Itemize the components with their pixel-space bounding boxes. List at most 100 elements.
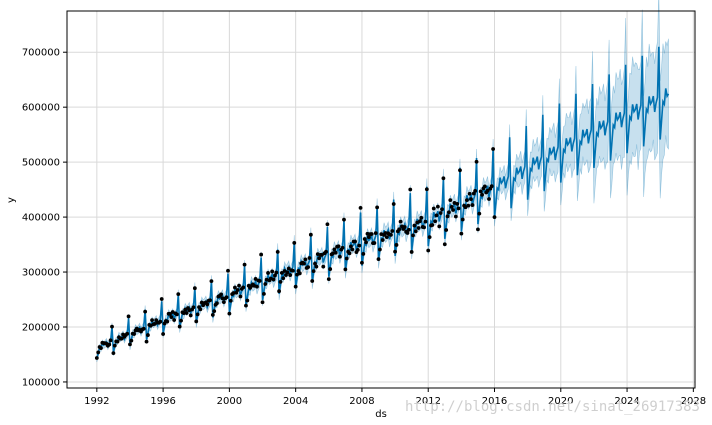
observed-point <box>469 197 473 202</box>
y-tick-label: 100000 <box>22 377 60 388</box>
observed-point <box>324 249 328 254</box>
observed-point <box>317 256 322 261</box>
observed-point <box>119 336 124 341</box>
observed-point <box>325 222 330 227</box>
x-tick-label: 2016 <box>482 396 507 407</box>
observed-point <box>426 248 431 253</box>
observed-point <box>273 273 277 278</box>
observed-point <box>424 187 429 192</box>
observed-point <box>235 288 240 292</box>
y-tick-label: 600000 <box>22 103 60 114</box>
x-tick-label: 1996 <box>150 396 175 407</box>
x-tick-label: 2000 <box>217 396 242 407</box>
observed-point <box>255 284 259 289</box>
observed-point <box>391 202 396 206</box>
observed-point <box>107 342 112 347</box>
observed-point <box>376 257 381 262</box>
observed-point <box>208 298 212 303</box>
observed-point <box>179 318 183 323</box>
observed-point <box>347 251 352 256</box>
observed-point <box>342 217 346 222</box>
observed-point <box>423 219 428 224</box>
observed-point <box>311 269 316 274</box>
observed-point <box>373 231 378 236</box>
observed-point <box>402 225 407 229</box>
y-tick-label: 400000 <box>22 213 60 224</box>
observed-point <box>228 298 233 303</box>
observed-point <box>242 262 247 267</box>
observed-point <box>308 232 313 237</box>
observed-point <box>364 240 368 245</box>
observed-point <box>332 247 337 252</box>
observed-point <box>408 187 413 192</box>
observed-point <box>358 205 363 210</box>
observed-point <box>184 311 189 315</box>
observed-point <box>306 265 310 270</box>
observed-point <box>448 198 453 203</box>
observed-point <box>220 296 225 301</box>
observed-point <box>466 203 471 208</box>
observed-point <box>288 273 293 277</box>
observed-point <box>343 267 348 272</box>
observed-point <box>360 260 364 265</box>
plot-frame <box>66 10 696 389</box>
observed-point <box>209 279 214 283</box>
observed-point <box>198 307 203 312</box>
observed-point <box>455 201 460 206</box>
grid <box>67 11 695 388</box>
observed-point <box>321 264 326 269</box>
observed-point <box>161 332 166 336</box>
observed-point <box>275 250 280 254</box>
observed-point <box>303 257 308 262</box>
observed-point <box>434 213 439 218</box>
observed-point <box>372 241 377 245</box>
observed-point <box>333 250 338 255</box>
observed-point <box>257 279 262 283</box>
observed-point <box>445 214 450 219</box>
observed-point <box>183 307 188 312</box>
observed-point <box>128 342 132 347</box>
observed-point <box>266 271 270 275</box>
observed-point <box>241 285 246 290</box>
x-tick-label: 2008 <box>349 396 374 407</box>
observed-point <box>435 204 440 209</box>
observed-point <box>405 231 410 235</box>
observed-point <box>281 276 286 281</box>
observed-point <box>291 268 295 273</box>
x-axis-ticks: 1992 1996 2000 2004 2008 2012 2016 2020 2024 2028 <box>84 388 706 407</box>
observed-point <box>418 219 422 224</box>
observed-point <box>215 301 219 306</box>
observed-point <box>362 237 367 241</box>
observed-point <box>172 318 177 322</box>
observed-point <box>406 227 411 232</box>
observed-point <box>485 188 490 193</box>
observed-point <box>456 206 461 211</box>
observed-point <box>476 227 480 232</box>
observed-point <box>141 326 146 331</box>
observed-point <box>451 208 455 212</box>
observed-point <box>221 300 226 304</box>
observed-point <box>337 254 342 259</box>
observed-point <box>224 295 229 300</box>
observed-point <box>260 300 265 305</box>
observed-point <box>340 245 345 250</box>
observed-point <box>394 243 399 247</box>
observed-point <box>146 333 150 337</box>
observed-point <box>393 249 397 254</box>
observed-point <box>478 189 483 194</box>
observed-point <box>442 242 447 247</box>
x-tick-label: 2024 <box>614 396 639 407</box>
observed-point <box>366 235 371 239</box>
observed-point <box>328 267 333 271</box>
observed-point <box>314 264 319 269</box>
observed-point <box>237 283 241 288</box>
y-axis-ticks: 100000 200000 300000 400000 500000 600000 7000… <box>22 48 67 388</box>
observed-point <box>297 271 302 276</box>
y-tick-label: 300000 <box>22 268 60 279</box>
y-tick-label: 500000 <box>22 158 60 169</box>
observed-point <box>310 279 315 283</box>
observed-point <box>470 203 475 207</box>
observed-point <box>441 176 446 181</box>
observed-point <box>467 191 472 196</box>
observed-point <box>126 314 131 319</box>
